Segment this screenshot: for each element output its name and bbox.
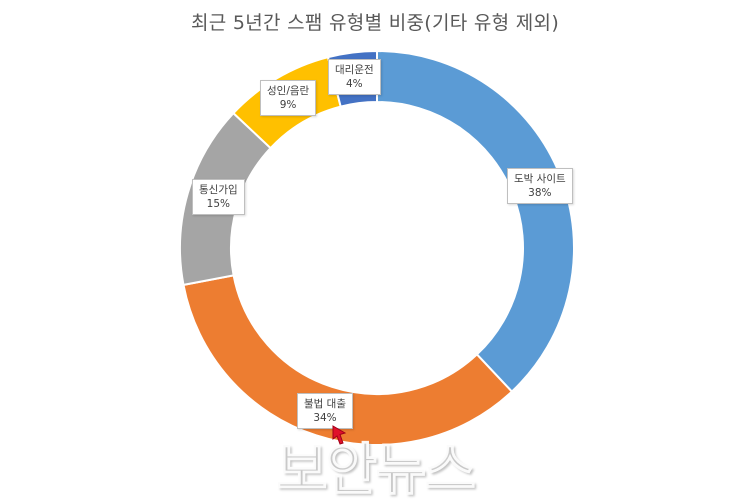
data-label-value: 4% [345,78,363,90]
data-label-4: 대리운전 4% [328,59,381,95]
data-label-category: 통신가입 [199,184,238,196]
data-label-category: 불법 대출 [304,398,346,410]
cursor-pointer-icon [332,425,347,445]
data-label-category: 대리운전 [335,64,374,76]
doughnut-slice-0 [376,49,575,394]
data-label-category: 성인/음란 [267,85,310,97]
data-label-value: 15% [206,198,230,210]
data-label-2: 통신가입 15% [192,179,245,215]
data-label-value: 34% [313,412,337,424]
doughnut-slice-1 [182,274,514,446]
chart-title: 최근 5년간 스팸 유형별 비중(기타 유형 제외) [190,12,560,34]
data-label-value: 9% [279,99,297,111]
doughnut-slices [179,49,575,446]
data-label-3: 성인/음란 9% [260,80,317,116]
data-label-0: 도박 사이트 38% [507,168,573,204]
watermark-logo: 보안뉴스 [275,438,476,500]
data-label-category: 도박 사이트 [514,173,566,185]
data-label-1: 불법 대출 34% [297,393,353,429]
data-label-value: 38% [528,187,552,199]
